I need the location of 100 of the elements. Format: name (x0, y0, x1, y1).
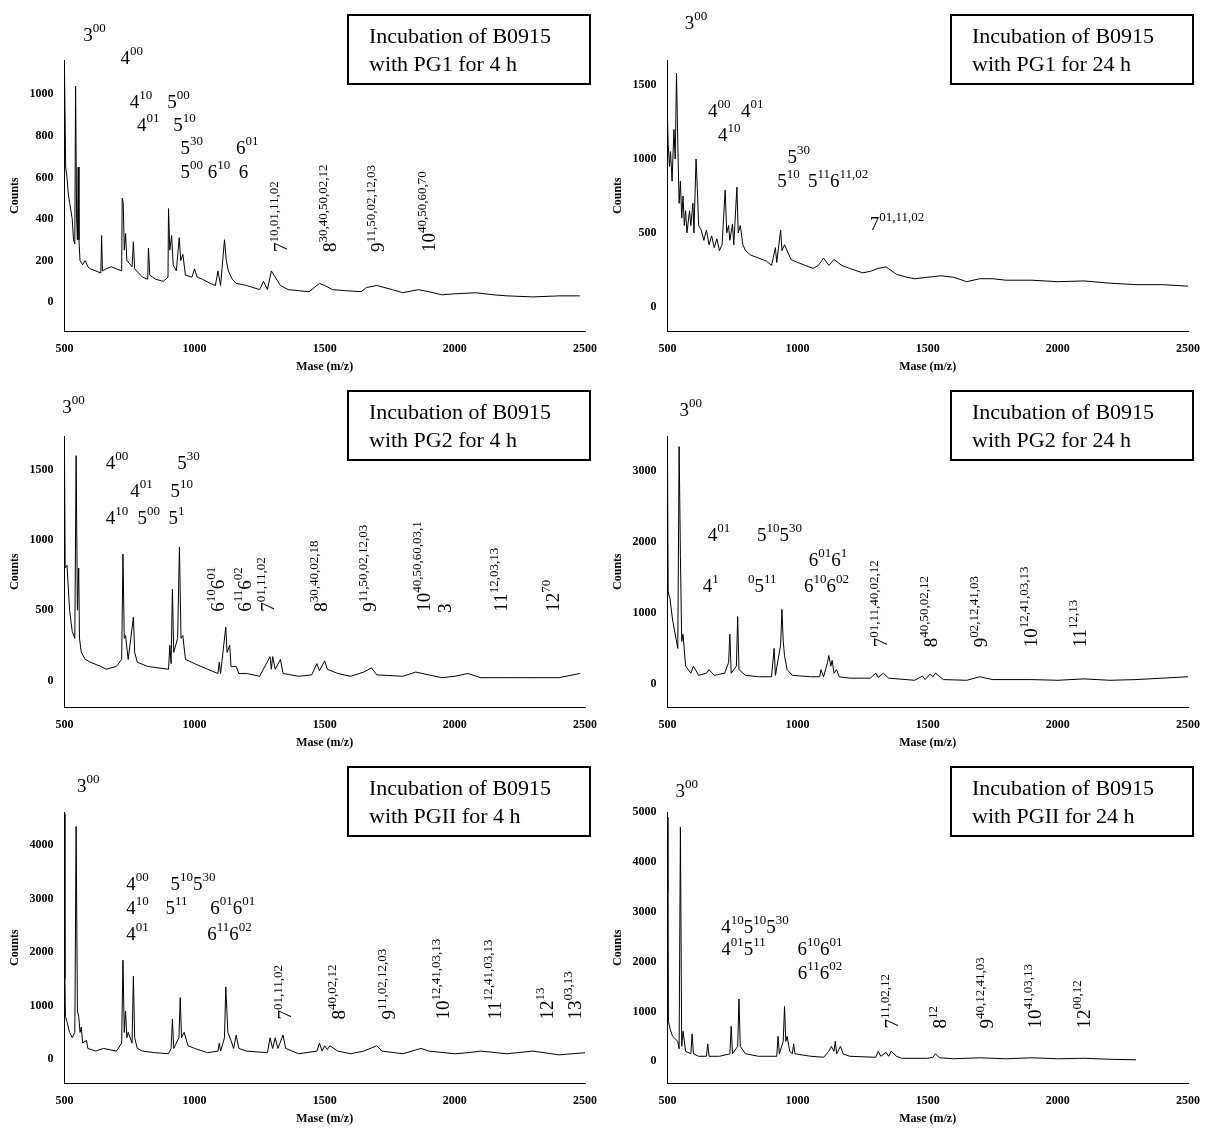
y-tick-label: 3000 (632, 903, 657, 918)
annotation: 902,12,41,03 (965, 576, 991, 648)
x-tick-label: 2000 (1045, 717, 1070, 732)
annotation: 610601 (203, 566, 229, 612)
y-tick-label: 1500 (29, 461, 54, 476)
y-tick-label: 400 (35, 211, 54, 226)
chart-title: Incubation of B0915 with PG2 for 4 h (347, 390, 591, 461)
x-axis-title: Mase (m/z) (296, 1110, 354, 1125)
y-tick-label: 3000 (632, 463, 657, 478)
annotation: 711,02,12 (876, 973, 902, 1029)
x-axis-title: Mase (m/z) (296, 734, 354, 749)
annotation: 1213 (532, 987, 558, 1020)
x-tick-label: 2000 (442, 1093, 467, 1108)
y-tick-label: 500 (35, 602, 54, 617)
x-tick-label: 2500 (1176, 341, 1200, 356)
x-tick-label: 2000 (1045, 341, 1070, 356)
annotation: 1012,41,03,13 (427, 938, 453, 1020)
annotation: 3 (433, 603, 455, 614)
annotation: 911,02,12,03 (373, 948, 399, 1020)
chart-title: Incubation of B0915 with PG1 for 24 h (950, 14, 1194, 85)
x-tick-label: 1500 (915, 341, 940, 356)
x-tick-label: 1000 (785, 1093, 810, 1108)
x-tick-label: 2500 (1176, 1093, 1200, 1108)
y-tick-label: 2000 (632, 953, 657, 968)
x-tick-label: 1500 (312, 341, 337, 356)
chart-title: Incubation of B0915 with PG2 for 24 h (950, 390, 1194, 461)
chart-title: Incubation of B0915 with PGII for 4 h (347, 766, 591, 837)
x-tick-label: 1500 (915, 717, 940, 732)
chart-title: Incubation of B0915 with PGII for 24 h (950, 766, 1194, 837)
x-tick-label: 2000 (1045, 1093, 1070, 1108)
annotation: 1112,41,03,13 (480, 939, 506, 1020)
annotation: 812 (924, 1005, 950, 1029)
y-tick-label: 800 (35, 127, 54, 142)
y-tick-label: 200 (35, 252, 54, 267)
y-tick-label: 0 (47, 672, 54, 687)
annotation: 1112,03,13 (486, 547, 512, 612)
annotation: 1270 (537, 579, 563, 612)
y-tick-label: 600 (35, 169, 54, 184)
y-tick-label: 0 (650, 675, 657, 690)
annotation: 1040,50,60,03,1 (409, 521, 435, 612)
annotation: 830,40,02,18 (306, 540, 332, 612)
annotation: 840,02,12 (323, 964, 349, 1020)
annotation: 701,11,40,02,12 (865, 560, 891, 648)
x-tick-label: 2500 (573, 341, 597, 356)
y-tick-label: 0 (650, 1053, 657, 1068)
y-axis-title: Counts (7, 176, 22, 214)
chart-title: Incubation of B0915 with PG1 for 4 h (347, 14, 591, 85)
x-tick-label: 1500 (312, 1093, 337, 1108)
annotation: 1200,12 (1068, 980, 1094, 1029)
x-tick-label: 1000 (785, 341, 810, 356)
x-tick-label: 2500 (573, 1093, 597, 1108)
y-tick-label: 1000 (29, 532, 54, 547)
x-tick-label: 1000 (182, 1093, 207, 1108)
y-axis-title: Counts (610, 176, 625, 214)
annotation: 940,12,41,03 (972, 957, 998, 1029)
y-tick-label: 2000 (29, 944, 54, 959)
y-tick-label: 0 (47, 294, 54, 309)
x-tick-label: 2000 (442, 717, 467, 732)
annotation: 701,11,02 (270, 965, 296, 1020)
x-axis-title: Mase (m/z) (296, 358, 354, 373)
annotation: 830,40,50,02,12 (314, 164, 340, 253)
y-tick-label: 500 (638, 225, 657, 240)
annotation: 911,50,02,12,03 (363, 164, 389, 253)
annotation: 1112,13 (1065, 599, 1091, 648)
y-tick-label: 2000 (632, 534, 657, 549)
x-tick-label: 2000 (442, 341, 467, 356)
y-axis-title: Counts (7, 552, 22, 590)
x-tick-label: 1000 (785, 717, 810, 732)
y-tick-label: 1000 (29, 86, 54, 101)
annotation: 1303,13 (559, 971, 585, 1020)
y-tick-label: 1000 (29, 997, 54, 1012)
y-tick-label: 0 (650, 298, 657, 313)
y-axis-title: Counts (610, 552, 625, 590)
x-tick-label: 1500 (915, 1093, 940, 1108)
y-tick-label: 1500 (632, 77, 657, 92)
y-axis-title: Counts (610, 928, 625, 966)
x-tick-label: 1000 (182, 341, 207, 356)
y-tick-label: 4000 (29, 837, 54, 852)
annotation: 1012,41,03,13 (1016, 566, 1042, 648)
x-axis-title: Mase (m/z) (899, 358, 957, 373)
x-tick-label: 2500 (1176, 717, 1200, 732)
annotation: 1040,50,60,70 (413, 171, 439, 253)
annotation: 911,50,02,12,03 (354, 524, 380, 612)
x-tick-label: 1500 (312, 717, 337, 732)
y-axis-title: Counts (7, 928, 22, 966)
y-tick-label: 4000 (632, 853, 657, 868)
y-tick-label: 0 (47, 1051, 54, 1066)
annotation: 840,50,02,12 (915, 576, 941, 648)
y-tick-label: 1000 (632, 151, 657, 166)
annotation: 1041,03,13 (1020, 963, 1046, 1029)
x-axis-title: Mase (m/z) (899, 1110, 957, 1125)
y-tick-label: 5000 (632, 804, 657, 819)
y-tick-label: 1000 (632, 605, 657, 620)
annotation: 710,01,11,02 (265, 181, 291, 253)
y-tick-label: 3000 (29, 890, 54, 905)
x-axis-title: Mase (m/z) (899, 734, 957, 749)
annotation: 6 (238, 160, 249, 182)
y-tick-label: 1000 (632, 1003, 657, 1018)
x-tick-label: 2500 (573, 717, 597, 732)
x-tick-label: 1000 (182, 717, 207, 732)
